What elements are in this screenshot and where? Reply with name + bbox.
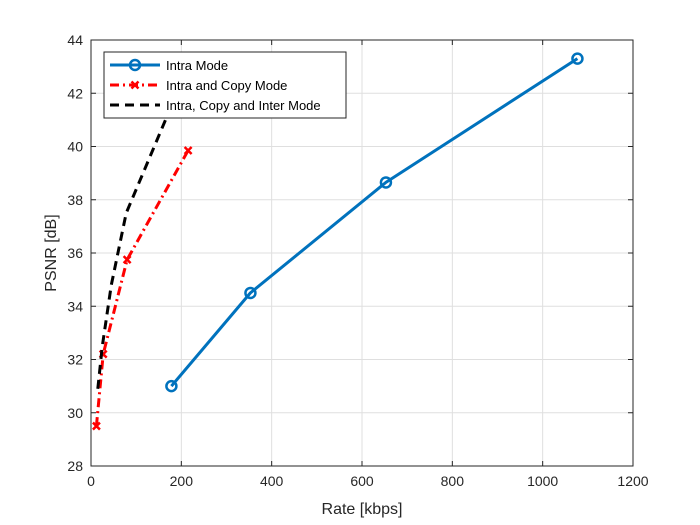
data-point xyxy=(244,286,257,300)
data-point xyxy=(122,255,132,265)
series-line xyxy=(94,149,190,427)
legend-label: Intra and Copy Mode xyxy=(166,78,287,93)
data-point xyxy=(92,421,101,431)
y-tick-label: 40 xyxy=(67,139,83,155)
x-tick-label: 600 xyxy=(350,473,374,489)
legend-item: Intra and Copy Mode xyxy=(110,78,287,93)
series-0 xyxy=(165,52,584,393)
data-point xyxy=(571,52,584,65)
y-tick-label: 36 xyxy=(67,245,83,261)
series-line xyxy=(170,57,579,388)
x-tick-label: 200 xyxy=(170,473,194,489)
legend-item: Intra Mode xyxy=(110,58,228,73)
tick-labels: 0 200 400 600 800 1000 1200 28 30 32 34 36 38 40 42 44 xyxy=(67,32,648,489)
x-tick-label: 800 xyxy=(441,473,465,489)
data-point xyxy=(379,176,393,189)
legend-label: Intra, Copy and Inter Mode xyxy=(166,98,321,113)
y-tick-label: 32 xyxy=(67,352,83,368)
series-2 xyxy=(96,119,167,389)
x-tick-label: 1000 xyxy=(527,473,558,489)
legend: Intra Mode Intra and Copy Mode Intra, Copy… xyxy=(103,51,347,119)
legend-label: Intra Mode xyxy=(166,58,228,73)
y-tick-label: 34 xyxy=(67,298,83,314)
y-tick-label: 42 xyxy=(67,85,83,101)
ticks xyxy=(90,39,634,467)
y-tick-label: 44 xyxy=(67,32,83,48)
series-layer xyxy=(92,52,584,431)
y-tick-label: 28 xyxy=(67,458,83,474)
x-axis-label: Rate [kbps] xyxy=(322,501,403,518)
legend-item: Intra, Copy and Inter Mode xyxy=(110,98,321,113)
y-tick-label: 30 xyxy=(67,405,83,421)
y-tick-label: 38 xyxy=(67,192,83,208)
data-point xyxy=(183,146,193,155)
x-tick-label: 400 xyxy=(260,473,284,489)
x-tick-label: 1200 xyxy=(617,473,648,489)
y-axis-label: PSNR [dB] xyxy=(43,214,60,291)
legend-marker xyxy=(130,80,140,90)
series-line xyxy=(96,119,167,389)
data-point xyxy=(165,379,178,393)
legend-marker xyxy=(128,58,142,72)
x-tick-label: 0 xyxy=(87,473,95,489)
legend-box xyxy=(103,51,347,119)
